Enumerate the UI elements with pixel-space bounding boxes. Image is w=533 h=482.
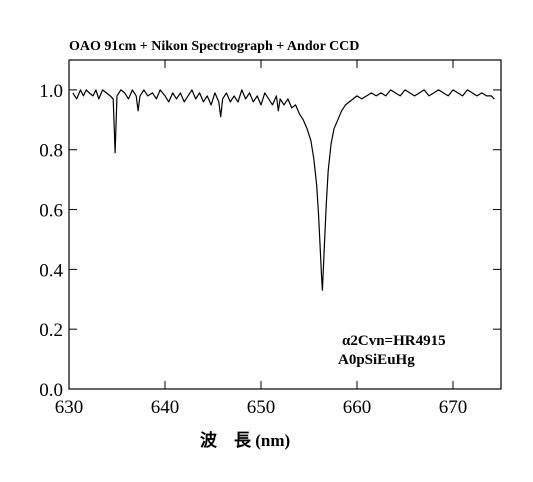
x-tick-label: 660 <box>343 397 372 418</box>
annotation-star-name: α2Cvn=HR4915 <box>342 333 446 349</box>
y-tick-label: 0.6 <box>39 201 63 222</box>
plot-frame <box>68 59 502 390</box>
y-tick-label: 0.4 <box>39 260 63 281</box>
chart-title: OAO 91cm + Nikon Spectrograph + Andor CC… <box>69 39 359 54</box>
y-tick-label: 0.8 <box>39 141 63 162</box>
y-tick-label: 1.0 <box>39 81 63 102</box>
axes <box>68 59 502 390</box>
ticks: 630 640 650 660 670 0.0 0.2 0.4 0.6 0.8 1.0 <box>39 60 501 418</box>
x-tick-label: 650 <box>247 397 276 418</box>
x-tick-label: 640 <box>151 397 180 418</box>
y-tick-label: 0.0 <box>39 380 63 401</box>
annotation-spectral-type: A0pSiEuHg <box>338 352 415 368</box>
x-tick-label: 670 <box>439 397 468 418</box>
x-axis-label: 波 長 (nm) <box>200 430 290 450</box>
series-group <box>72 89 495 291</box>
y-tick-label: 0.2 <box>39 320 63 341</box>
x-tick-label: 630 <box>55 397 84 418</box>
spectrum-line-0 <box>72 89 495 291</box>
